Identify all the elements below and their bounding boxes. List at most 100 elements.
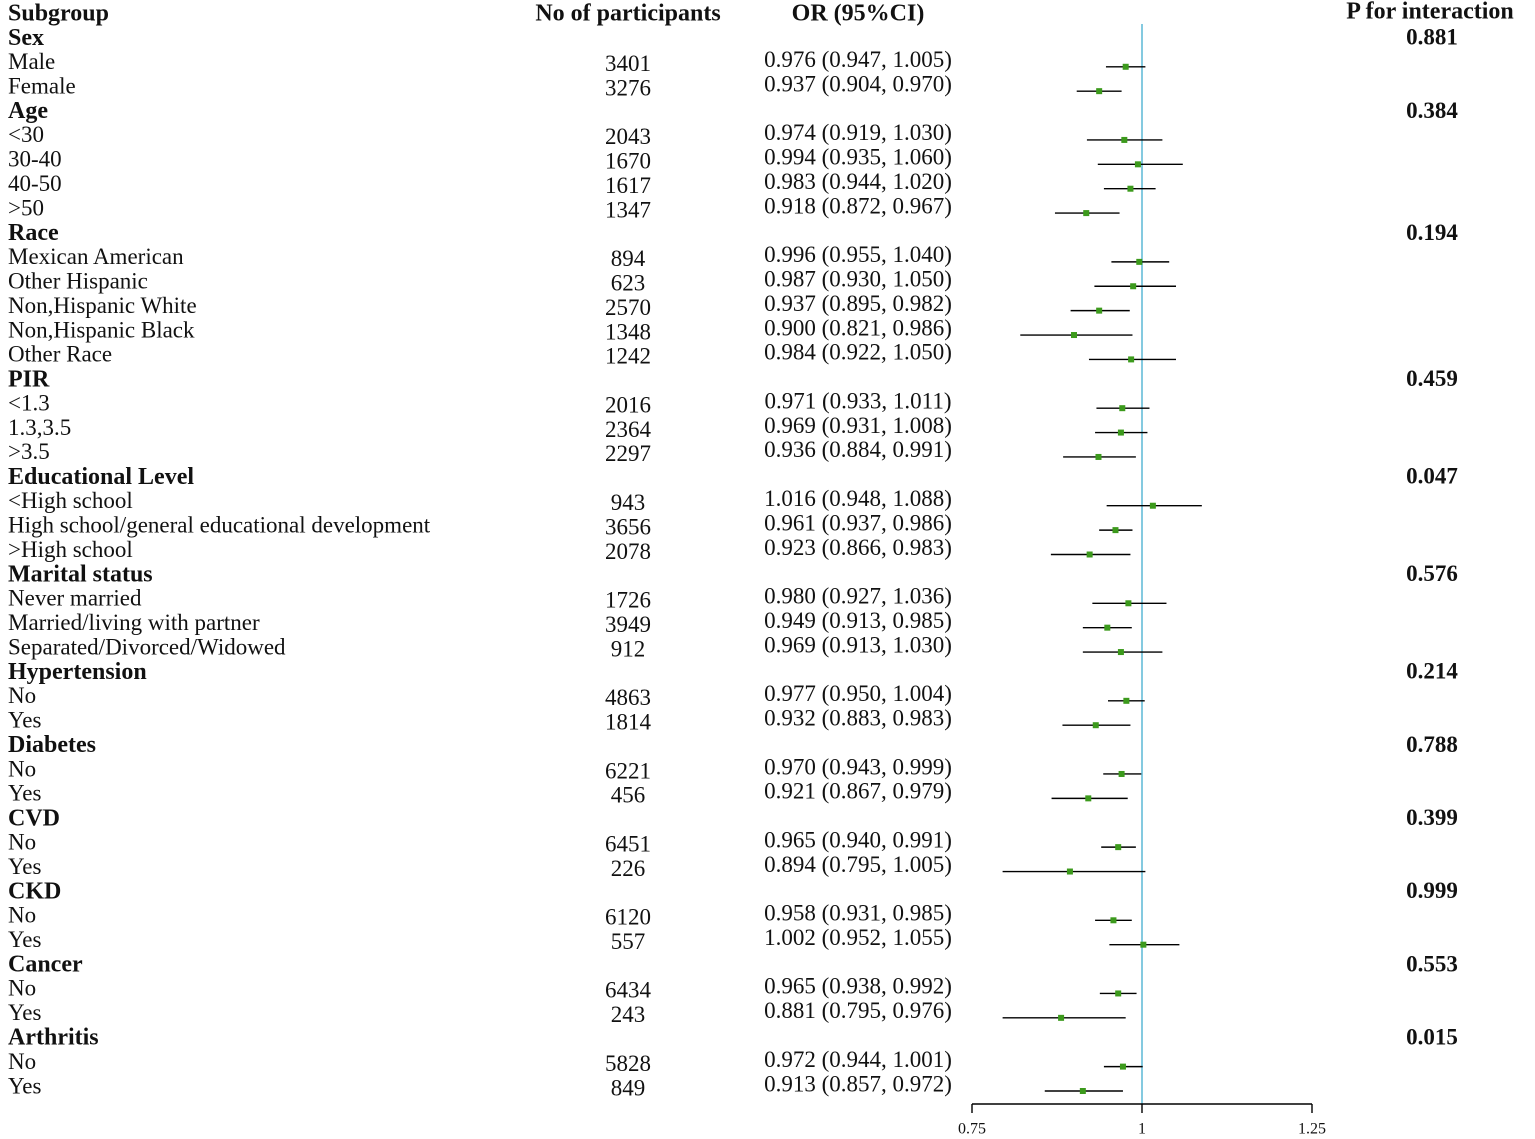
or-point: [1136, 258, 1143, 265]
or-point: [1096, 88, 1103, 95]
group-label: Marital status: [8, 561, 153, 587]
p-interaction-value: 0.553: [1406, 951, 1458, 976]
or-point: [1140, 941, 1147, 948]
subgroup-label: Yes: [8, 781, 42, 806]
group-label: Sex: [8, 25, 44, 51]
participants-count: 849: [611, 1075, 646, 1100]
participants-count: 1670: [605, 149, 651, 174]
or-point: [1119, 405, 1126, 412]
participants-count: 1347: [605, 197, 651, 222]
or-point: [1127, 185, 1134, 192]
or-point: [1117, 649, 1124, 656]
subgroup-label: No: [8, 829, 36, 854]
or-ci-text: 0.937 (0.904, 0.970): [764, 71, 952, 96]
subgroup-label: >3.5: [8, 439, 50, 464]
subgroup-label: 30-40: [8, 147, 62, 172]
or-ci-text: 0.977 (0.950, 1.004): [764, 681, 952, 706]
or-ci-text: 0.936 (0.884, 0.991): [764, 437, 952, 462]
subgroup-label: No: [8, 903, 36, 928]
or-ci-text: 0.971 (0.933, 1.011): [765, 388, 952, 413]
participants-count: 1814: [605, 709, 652, 734]
or-point: [1130, 283, 1137, 290]
participants-count: 2043: [605, 124, 651, 149]
subgroup-label: Non,Hispanic White: [8, 293, 197, 318]
subgroup-label: Yes: [8, 707, 42, 732]
or-ci-text: 0.918 (0.872, 0.967): [764, 193, 952, 218]
subgroup-label: Male: [8, 49, 55, 74]
header-participants: No of participants: [535, 1, 720, 27]
subgroup-label: >High school: [8, 537, 133, 562]
group-label: PIR: [8, 366, 50, 392]
group-label: Diabetes: [8, 732, 96, 758]
or-point: [1121, 136, 1128, 143]
or-point: [1071, 332, 1077, 339]
or-ci-text: 0.965 (0.938, 0.992): [764, 974, 952, 999]
subgroup-label: Yes: [8, 927, 42, 952]
or-ci-text: 0.961 (0.937, 0.986): [764, 510, 952, 535]
group-label: CVD: [8, 805, 60, 831]
or-point: [1112, 527, 1119, 534]
subgroup-label: Non,Hispanic Black: [8, 317, 195, 342]
or-point: [1083, 210, 1090, 217]
p-interaction-value: 0.999: [1406, 878, 1458, 903]
or-ci-text: 0.969 (0.931, 1.008): [764, 413, 952, 438]
subgroup-label: Yes: [8, 1000, 42, 1025]
participants-count: 2364: [605, 417, 652, 442]
p-interaction-value: 0.015: [1406, 1025, 1458, 1050]
p-interaction-value: 0.459: [1406, 366, 1458, 391]
participants-count: 3949: [605, 612, 651, 637]
subgroup-label: Married/living with partner: [8, 610, 260, 635]
p-interaction-value: 0.384: [1406, 98, 1458, 123]
or-point: [1079, 1088, 1086, 1094]
participants-count: 243: [611, 1002, 646, 1027]
participants-count: 1348: [605, 319, 651, 344]
subgroup-label: No: [8, 683, 36, 708]
or-point: [1115, 990, 1122, 997]
p-interaction-value: 0.881: [1406, 25, 1458, 50]
group-label: Arthritis: [8, 1025, 99, 1051]
participants-count: 557: [611, 929, 646, 954]
or-ci-text: 0.900 (0.821, 0.986): [764, 315, 952, 340]
subgroup-label: Yes: [8, 1073, 42, 1098]
participants-count: 6451: [605, 831, 651, 856]
or-ci-text: 0.958 (0.931, 0.985): [764, 901, 952, 926]
or-point: [1115, 844, 1122, 851]
participants-count: 2016: [605, 392, 651, 417]
subgroup-label: <30: [8, 122, 44, 147]
p-interaction-value: 0.788: [1406, 732, 1458, 757]
or-ci-text: 1.002 (0.952, 1.055): [764, 925, 952, 950]
participants-count: 4863: [605, 685, 651, 710]
header-or-ci: OR (95%CI): [792, 1, 925, 27]
participants-count: 2078: [605, 539, 651, 564]
or-ci-text: 0.970 (0.943, 0.999): [764, 754, 952, 779]
or-point: [1110, 917, 1117, 924]
subgroup-label: <1.3: [8, 390, 50, 415]
or-point: [1118, 770, 1125, 777]
or-ci-text: 0.987 (0.930, 1.050): [764, 267, 952, 292]
subgroup-label: Mexican American: [8, 244, 184, 269]
or-ci-text: 0.913 (0.857, 0.972): [764, 1071, 952, 1096]
participants-count: 6221: [605, 758, 651, 783]
participants-count: 2297: [605, 441, 651, 466]
or-ci-text: 0.996 (0.955, 1.040): [764, 242, 952, 267]
or-ci-text: 0.994 (0.935, 1.060): [764, 145, 952, 170]
or-point: [1149, 502, 1156, 509]
group-label: Age: [8, 98, 48, 124]
or-ci-text: 0.980 (0.927, 1.036): [764, 584, 952, 609]
participants-count: 1617: [605, 173, 651, 198]
subgroup-label: Other Race: [8, 342, 112, 367]
participants-count: 6434: [605, 978, 652, 1003]
or-point: [1125, 600, 1132, 607]
group-label: Hypertension: [8, 659, 147, 685]
p-interaction-value: 0.576: [1406, 561, 1458, 586]
subgroup-label: 40-50: [8, 171, 62, 196]
p-interaction-value: 0.399: [1406, 805, 1458, 830]
subgroup-label: Yes: [8, 854, 42, 879]
or-ci-text: 0.976 (0.947, 1.005): [764, 47, 952, 72]
or-point: [1086, 551, 1093, 558]
or-point: [1122, 63, 1129, 70]
x-tick-label: 1: [1138, 1121, 1146, 1138]
or-ci-text: 0.949 (0.913, 0.985): [764, 608, 952, 633]
participants-count: 894: [611, 246, 646, 271]
